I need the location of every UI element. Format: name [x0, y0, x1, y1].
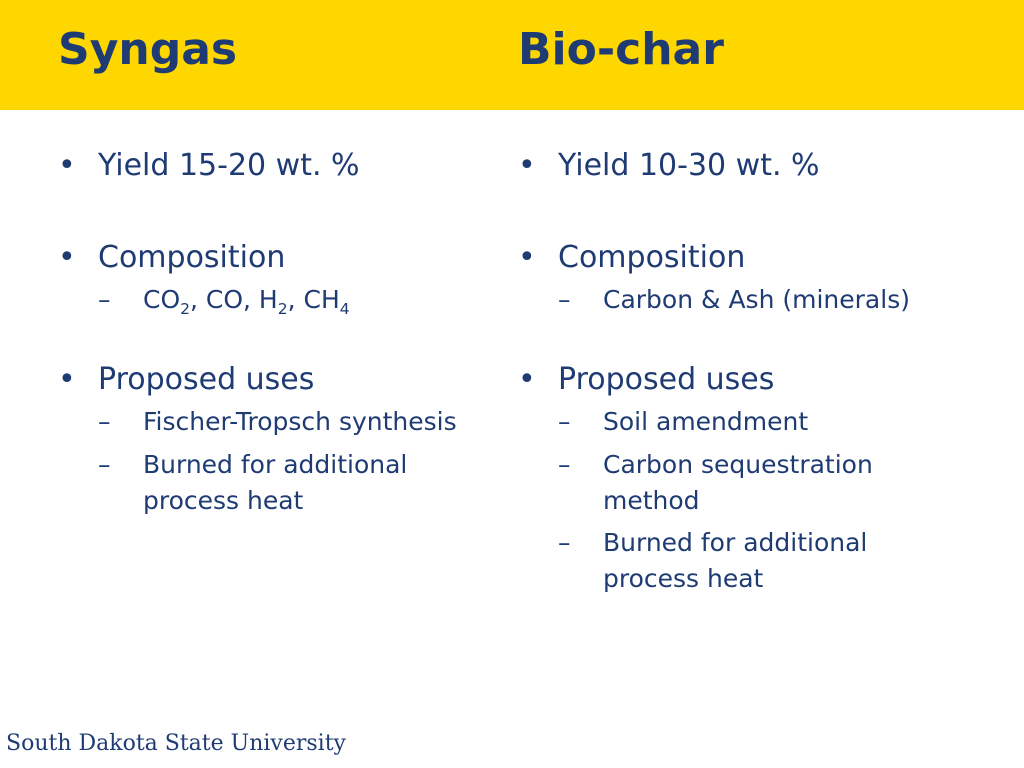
syngas-yield-bullet: Yield 15-20 wt. % — [58, 148, 478, 184]
biochar-use-item: Carbon sequestration method — [558, 447, 958, 520]
biochar-use-item: Soil amendment — [558, 404, 958, 441]
biochar-uses-subs: Soil amendment Carbon sequestration meth… — [518, 404, 958, 597]
biochar-column: Yield 10-30 wt. % Composition Carbon & A… — [518, 148, 958, 598]
syngas-composition-subs: CO2, CO, H2, CH4 — [58, 282, 478, 319]
syngas-title: Syngas — [58, 24, 238, 75]
formula-part: , CO, H — [190, 285, 278, 314]
biochar-composition-bullet: Composition — [518, 240, 958, 276]
university-logo: South Dakota State University — [6, 731, 346, 756]
header-band — [0, 0, 1024, 110]
formula-subscript: 2 — [180, 300, 191, 318]
biochar-composition-subs: Carbon & Ash (minerals) — [518, 282, 958, 319]
syngas-uses-subs: Fischer-Tropsch synthesis Burned for add… — [58, 404, 478, 519]
biochar-title: Bio-char — [518, 24, 724, 75]
formula-subscript: 4 — [339, 300, 350, 318]
biochar-uses-bullet: Proposed uses — [518, 362, 958, 398]
syngas-use-item: Burned for additional process heat — [98, 447, 478, 520]
formula-part: CO — [143, 285, 181, 314]
syngas-uses-bullet: Proposed uses — [58, 362, 478, 398]
syngas-use-item: Fischer-Tropsch synthesis — [98, 404, 478, 441]
syngas-composition-formula: CO2, CO, H2, CH4 — [98, 282, 478, 319]
syngas-column: Yield 15-20 wt. % Composition CO2, CO, H… — [58, 148, 478, 519]
biochar-yield-bullet: Yield 10-30 wt. % — [518, 148, 958, 184]
biochar-use-item: Burned for additional process heat — [558, 525, 958, 598]
syngas-composition-bullet: Composition — [58, 240, 478, 276]
formula-subscript: 2 — [277, 300, 288, 318]
biochar-composition-item: Carbon & Ash (minerals) — [558, 282, 958, 319]
formula-part: , CH — [287, 285, 340, 314]
